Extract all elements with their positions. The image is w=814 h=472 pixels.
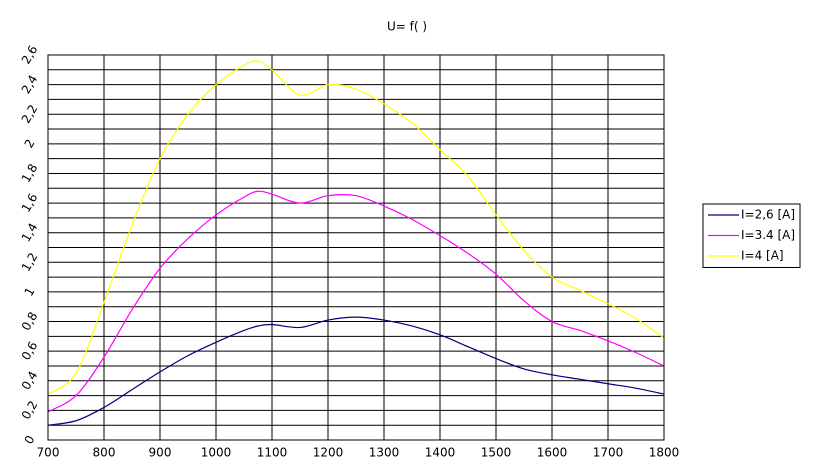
y-tick-label: 2,6 [19, 43, 41, 67]
y-tick-label: 0,6 [19, 339, 41, 363]
y-tick-label: 0,4 [19, 369, 41, 393]
x-tick-label: 1100 [257, 446, 288, 460]
x-tick-label: 700 [37, 446, 60, 460]
y-tick-label: 0,2 [19, 398, 41, 422]
x-tick-label: 1700 [593, 446, 624, 460]
y-tick-label: 2 [22, 137, 38, 151]
x-tick-label: 1800 [649, 446, 680, 460]
y-tick-label: 0 [22, 433, 38, 447]
y-tick-label: 1 [22, 285, 38, 299]
line-series [47, 316, 665, 426]
x-tick-label: 1400 [425, 446, 456, 460]
x-tick-label: 1200 [313, 446, 344, 460]
y-tick-label: 1,2 [19, 250, 41, 274]
x-tick-label: 1300 [369, 446, 400, 460]
y-tick-label: 1,8 [19, 161, 41, 185]
chart-title: U= f( ) [387, 20, 427, 34]
x-tick-label: 1600 [537, 446, 568, 460]
y-tick-label: 1,6 [19, 191, 41, 215]
y-tick-label: 1,4 [19, 221, 41, 245]
y-tick-label: 0,8 [19, 310, 41, 334]
x-tick-label: 800 [93, 446, 116, 460]
x-tick-label: 1500 [481, 446, 512, 460]
x-tick-label: 1000 [201, 446, 232, 460]
legend-label: I=4 [A] [741, 249, 784, 263]
x-tick-label: 900 [149, 446, 172, 460]
legend-label: I=3.4 [A] [741, 228, 795, 242]
line-series [47, 60, 665, 395]
plot-border [47, 54, 665, 441]
y-tick-label: 2,2 [19, 102, 41, 126]
y-tick-label: 2,4 [19, 73, 41, 97]
line-series [47, 190, 665, 413]
legend-label: I=2,6 [A] [741, 208, 795, 222]
